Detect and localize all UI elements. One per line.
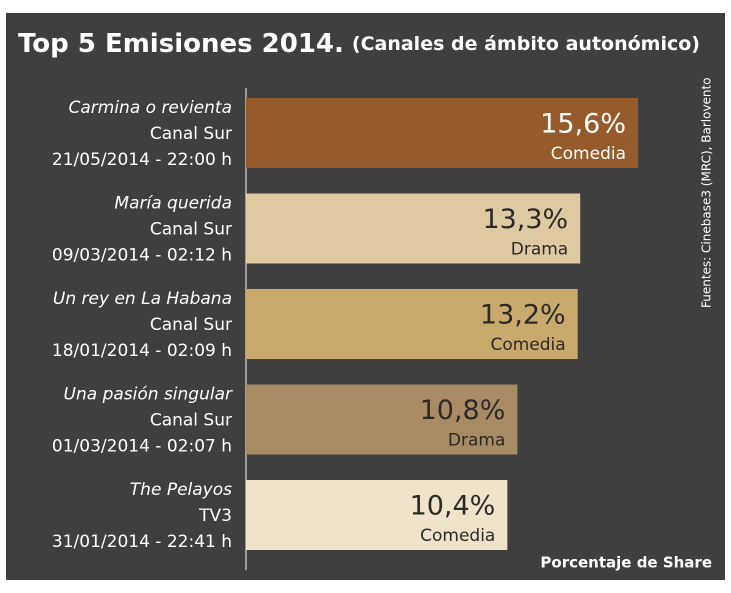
- value-label: 10,4%: [410, 491, 496, 522]
- genre-label: Comedia: [420, 526, 495, 546]
- date-label: 18/01/2014 - 02:09 h: [52, 341, 232, 361]
- bar: [246, 289, 578, 359]
- value-label: 13,3%: [482, 204, 568, 235]
- channel-label: Canal Sur: [150, 315, 232, 335]
- title: Top 5 Emisiones 2014.: [18, 29, 344, 59]
- category-label: Carmina o revienta: [68, 98, 232, 118]
- category-label: Un rey en La Habana: [53, 289, 232, 309]
- category-label: Una pasión singular: [64, 385, 233, 405]
- value-label: 10,8%: [420, 395, 506, 426]
- date-label: 09/03/2014 - 02:12 h: [52, 246, 232, 266]
- bar: [246, 193, 581, 264]
- bar: [246, 480, 508, 550]
- source: Fuentes: Cinebase3 (MRC), Barlovento: [700, 77, 714, 308]
- bar: [246, 384, 518, 455]
- genre-label: Comedia: [551, 144, 626, 164]
- channel-label: TV3: [198, 506, 232, 526]
- date-label: 21/05/2014 - 22:00 h: [52, 150, 232, 170]
- channel-label: Canal Sur: [150, 124, 232, 144]
- category-label: The Pelayos: [130, 480, 232, 500]
- bar: [246, 98, 639, 168]
- value-label: 13,2%: [480, 300, 566, 331]
- chart-title: Top 5 Emisiones 2014. (Canales de ámbito …: [18, 29, 700, 59]
- date-label: 31/01/2014 - 22:41 h: [52, 532, 232, 552]
- genre-label: Drama: [448, 431, 505, 451]
- genre-label: Comedia: [490, 335, 565, 355]
- subtitle: (Canales de ámbito autonómico): [352, 33, 700, 55]
- genre-label: Drama: [511, 240, 568, 260]
- channel-label: Canal Sur: [150, 220, 232, 240]
- x-axis-label: Porcentaje de Share: [540, 554, 712, 572]
- value-label: 15,6%: [540, 109, 626, 140]
- category-label: María querida: [114, 194, 232, 214]
- date-label: 01/03/2014 - 02:07 h: [52, 437, 232, 457]
- channel-label: Canal Sur: [150, 411, 232, 431]
